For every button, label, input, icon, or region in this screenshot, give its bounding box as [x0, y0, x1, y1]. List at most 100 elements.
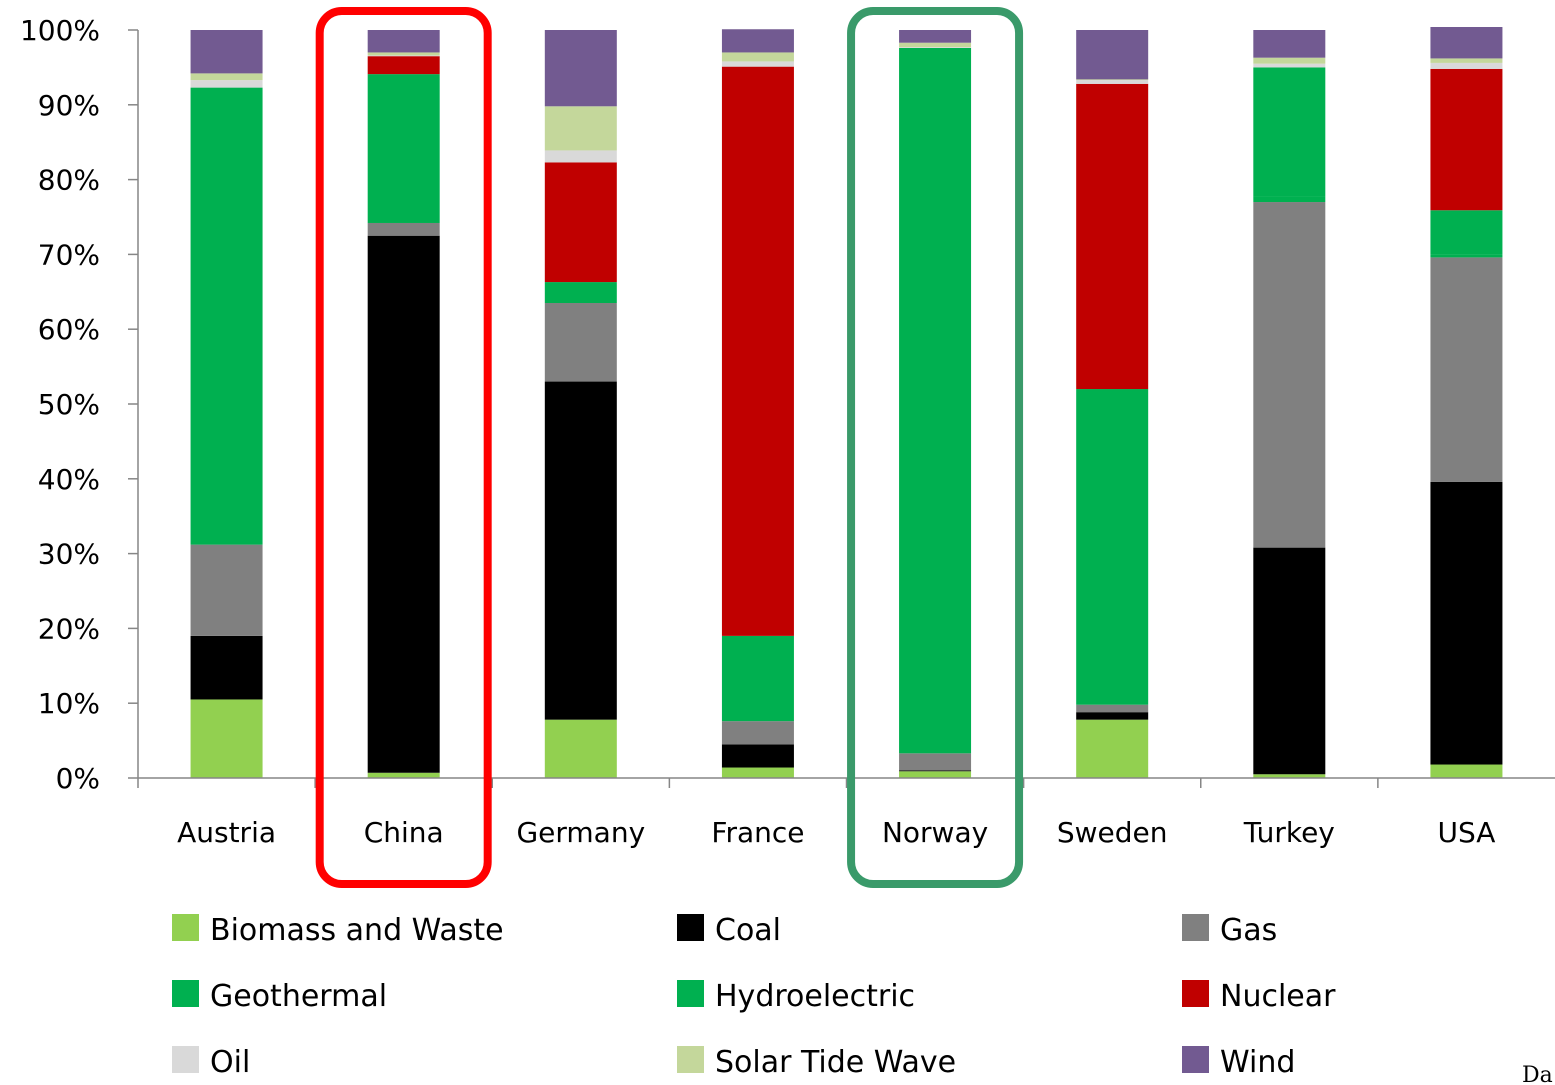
y-tick-label: 40% [38, 463, 100, 496]
bar-segment-germany-nuclear [544, 162, 617, 283]
bar-segment-china-oil [367, 55, 440, 57]
bar-segment-turkey-oil [1253, 63, 1326, 68]
bar-segment-norway-wind [899, 30, 972, 43]
axes-group: 0% 10% 20% 30% 40% 50% 60% 70% 80% 90% 100% Austria… [20, 14, 1555, 849]
y-tick-label: 20% [38, 612, 100, 645]
legend-swatch-wind [1182, 1046, 1209, 1073]
bar-segment-usa-geothermal [1430, 254, 1503, 258]
bar-segment-norway-hydroelectric [899, 47, 972, 754]
bar-segment-austria-biomass-and-waste [190, 699, 263, 778]
bar-segment-sweden-gas [1076, 704, 1149, 713]
legend-label-coal: Coal [715, 913, 781, 948]
bar-segment-usa-coal [1430, 481, 1503, 765]
bar-segment-turkey-solar-tide-wave [1253, 57, 1326, 64]
bar-segment-austria-solar-tide-wave [190, 73, 263, 81]
bar-segment-turkey-wind [1253, 30, 1326, 58]
y-tick-label: 70% [38, 238, 100, 271]
bar-segment-turkey-coal [1253, 547, 1326, 775]
legend: Biomass and Waste Coal Gas Geothermal Hydroe… [172, 913, 1336, 1080]
legend-swatch-oil [172, 1046, 199, 1073]
bar-segment-france-gas [721, 721, 794, 745]
bar-segment-sweden-hydroelectric [1076, 389, 1149, 705]
legend-label-nuclear: Nuclear [1220, 979, 1336, 1014]
bars-group [190, 27, 1503, 778]
legend-swatch-geothermal [172, 980, 199, 1007]
bar-segment-norway-biomass-and-waste [899, 771, 972, 778]
x-tick-label-france: France [711, 816, 804, 849]
y-tick-label: 60% [38, 313, 100, 346]
y-tick-label: 30% [38, 538, 100, 571]
x-tick-label-usa: USA [1437, 816, 1495, 849]
highlight-box-china [315, 7, 492, 888]
bar-segment-usa-nuclear [1430, 68, 1503, 211]
legend-label-hydroelectric: Hydroelectric [715, 979, 915, 1014]
legend-swatch-solar-tide-wave [677, 1046, 704, 1073]
bar-segment-norway-solar-tide-wave [899, 42, 972, 48]
bar-segment-austria-oil [190, 80, 263, 88]
bar-segment-sweden-biomass-and-waste [1076, 719, 1149, 778]
bar-segment-china-coal [367, 235, 440, 773]
legend-label-gas: Gas [1220, 913, 1277, 948]
y-tick-label: 80% [38, 164, 100, 197]
bar-segment-usa-gas [1430, 257, 1503, 482]
bar-segment-sweden-solar-tide-wave [1076, 79, 1149, 81]
x-tick-label-turkey: Turkey [1243, 816, 1335, 849]
bar-segment-france-oil [721, 61, 794, 67]
bar-segment-turkey-hydroelectric [1253, 67, 1326, 197]
bar-segment-austria-wind [190, 30, 263, 74]
bar-segment-sweden-nuclear [1076, 83, 1149, 390]
y-tick-label: 10% [38, 687, 100, 720]
bar-segment-usa-oil [1430, 62, 1503, 69]
bar-segment-usa-wind [1430, 27, 1503, 59]
bar-segment-turkey-gas [1253, 202, 1326, 548]
bar-segment-china-biomass-and-waste [367, 772, 440, 778]
bar-segment-france-nuclear [721, 66, 794, 636]
highlight-box-norway [847, 7, 1024, 888]
bar-segment-sweden-wind [1076, 30, 1149, 80]
bar-segment-norway-oil [899, 47, 972, 48]
bar-segment-germany-hydroelectric [544, 282, 617, 304]
bar-segment-germany-gas [544, 303, 617, 382]
x-tick-label-sweden: Sweden [1057, 816, 1168, 849]
bar-segment-usa-solar-tide-wave [1430, 58, 1503, 63]
bar-segment-turkey-geothermal [1253, 196, 1326, 203]
bar-segment-china-wind [367, 30, 440, 53]
bar-segment-usa-biomass-and-waste [1430, 764, 1503, 778]
bar-segment-france-hydroelectric [721, 635, 794, 722]
y-tick-label: 50% [38, 388, 100, 421]
legend-swatch-gas [1182, 914, 1209, 941]
bar-segment-china-gas [367, 222, 440, 236]
legend-label-biomass-and-waste: Biomass and Waste [210, 913, 504, 948]
bar-segment-france-wind [721, 29, 794, 53]
legend-swatch-hydroelectric [677, 980, 704, 1007]
bar-segment-china-hydroelectric [367, 74, 440, 223]
legend-label-geothermal: Geothermal [210, 979, 387, 1014]
bar-segment-austria-hydroelectric [190, 87, 263, 545]
legend-swatch-coal [677, 914, 704, 941]
bar-segment-china-solar-tide-wave [367, 52, 440, 56]
bar-segment-sweden-coal [1076, 712, 1149, 720]
x-tick-label-norway: Norway [882, 816, 988, 849]
legend-swatch-nuclear [1182, 980, 1209, 1007]
bar-segment-germany-oil [544, 150, 617, 163]
bar-segment-germany-coal [544, 381, 617, 720]
legend-label-oil: Oil [210, 1045, 250, 1080]
bar-segment-norway-coal [899, 770, 972, 772]
y-tick-label: 100% [20, 14, 100, 47]
x-tick-label-austria: Austria [177, 816, 276, 849]
legend-label-wind: Wind [1220, 1045, 1295, 1080]
x-tick-label-china: China [364, 816, 444, 849]
bar-segment-austria-coal [190, 635, 263, 700]
bar-segment-germany-wind [544, 30, 617, 107]
bar-segment-sweden-oil [1076, 80, 1149, 84]
bar-segment-france-biomass-and-waste [721, 767, 794, 778]
bar-segment-germany-biomass-and-waste [544, 719, 617, 778]
bar-segment-norway-gas [899, 753, 972, 771]
bar-segment-usa-hydroelectric [1430, 210, 1503, 255]
bar-segment-china-nuclear [367, 56, 440, 75]
legend-label-solar-tide-wave: Solar Tide Wave [715, 1045, 956, 1080]
highlights-group [315, 7, 1024, 888]
bar-segment-turkey-biomass-and-waste [1253, 774, 1326, 778]
bar-segment-france-coal [721, 744, 794, 768]
